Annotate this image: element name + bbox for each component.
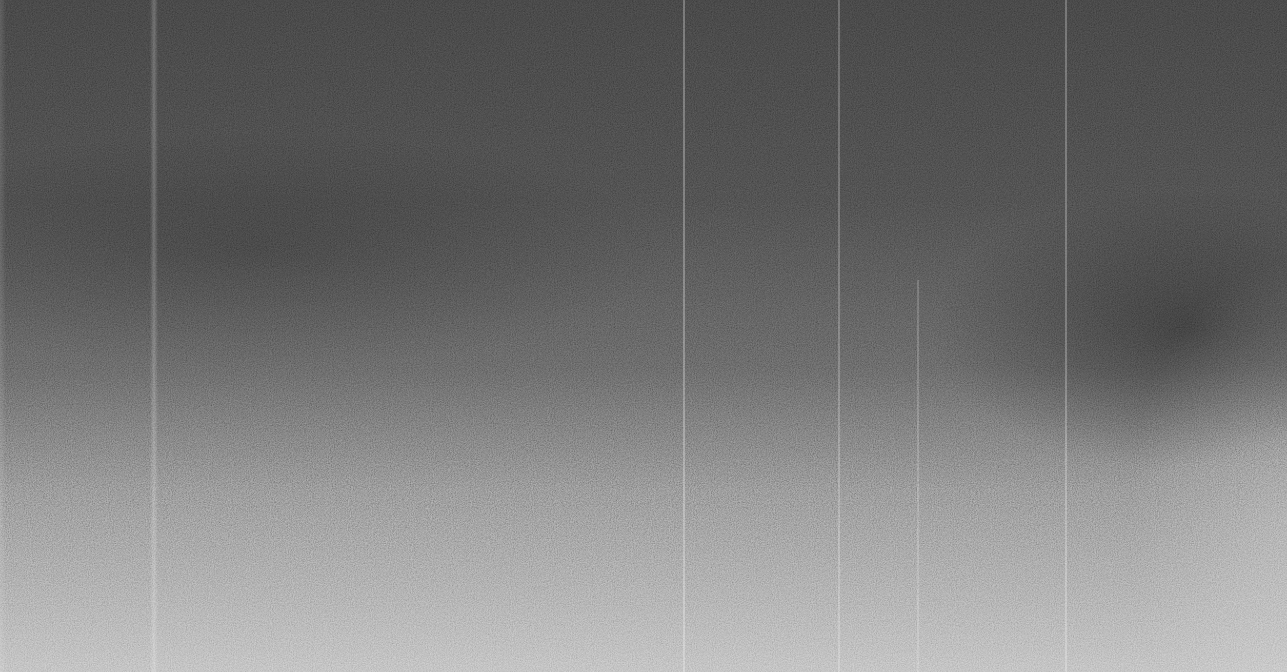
- left-edge-streak: [0, 0, 6, 672]
- vertical-streak: [683, 0, 685, 672]
- vertical-streak: [917, 280, 919, 672]
- vertical-streak: [838, 0, 840, 672]
- vertical-streak: [150, 0, 158, 672]
- vertical-streak: [1065, 0, 1067, 672]
